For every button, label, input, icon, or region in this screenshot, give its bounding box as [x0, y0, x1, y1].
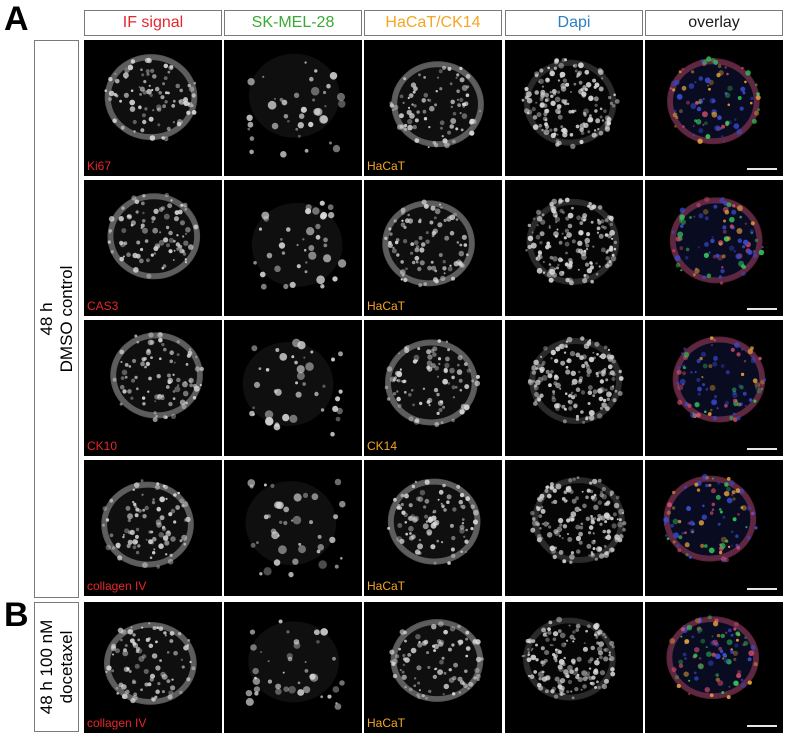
scale-bar	[747, 725, 777, 727]
stain-label: collagen IV	[87, 716, 147, 730]
marker-label: HaCaT	[367, 716, 406, 730]
micrograph-tile: CK10	[84, 320, 222, 456]
panel-letter-b: B	[4, 596, 29, 634]
marker-label: HaCaT	[367, 299, 406, 313]
micrograph-grid: Ki67 HaCaT CAS3 HaCaT CK10 CK14 collagen IV HaC…	[84, 40, 785, 733]
micrograph-tile	[505, 460, 643, 596]
micrograph-tile	[224, 602, 362, 733]
micrograph-tile: HaCaT	[364, 40, 502, 176]
scale-bar	[747, 588, 777, 590]
column-header: SK-MEL-28	[224, 10, 362, 36]
column-header: HaCaT/CK14	[364, 10, 502, 36]
group-label-line2: docetaxel	[56, 630, 76, 704]
stain-label: collagen IV	[87, 579, 147, 593]
scale-bar	[747, 448, 777, 450]
micrograph-tile	[224, 40, 362, 176]
micrograph-tile: collagen IV	[84, 602, 222, 733]
micrograph-tile	[645, 180, 783, 316]
stain-label: CAS3	[87, 299, 119, 313]
row-group-docetaxel: 48 h 100 nM docetaxel	[34, 602, 79, 732]
micrograph-tile	[505, 40, 643, 176]
group-label-line2: DMSO control	[56, 265, 76, 373]
micrograph-tile: Ki67	[84, 40, 222, 176]
micrograph-tile: HaCaT	[364, 602, 502, 733]
micrograph-tile	[505, 180, 643, 316]
scale-bar	[747, 168, 777, 170]
column-header: IF signal	[84, 10, 222, 36]
marker-label: HaCaT	[367, 579, 406, 593]
stain-label: CK10	[87, 439, 118, 453]
micrograph-tile	[505, 602, 643, 733]
micrograph-tile: CAS3	[84, 180, 222, 316]
micrograph-tile	[645, 40, 783, 176]
group-label-line1: 48 h	[36, 302, 56, 336]
scale-bar	[747, 308, 777, 310]
micrograph-tile	[645, 320, 783, 456]
micrograph-tile	[224, 460, 362, 596]
micrograph-tile	[645, 460, 783, 596]
micrograph-tile: collagen IV	[84, 460, 222, 596]
marker-label: HaCaT	[367, 159, 406, 173]
panel-letter-a: A	[4, 0, 29, 38]
micrograph-tile: HaCaT	[364, 180, 502, 316]
micrograph-tile: HaCaT	[364, 460, 502, 596]
stain-label: Ki67	[87, 159, 112, 173]
micrograph-tile	[645, 602, 783, 733]
column-header: overlay	[645, 10, 783, 36]
micrograph-tile: CK14	[364, 320, 502, 456]
column-header: Dapi	[505, 10, 643, 36]
micrograph-tile	[224, 180, 362, 316]
group-label-line1: 48 h 100 nM	[36, 619, 56, 715]
marker-label: CK14	[367, 439, 398, 453]
micrograph-tile	[224, 320, 362, 456]
micrograph-tile	[505, 320, 643, 456]
row-group-dmso-control: 48 h DMSO control	[34, 40, 79, 598]
